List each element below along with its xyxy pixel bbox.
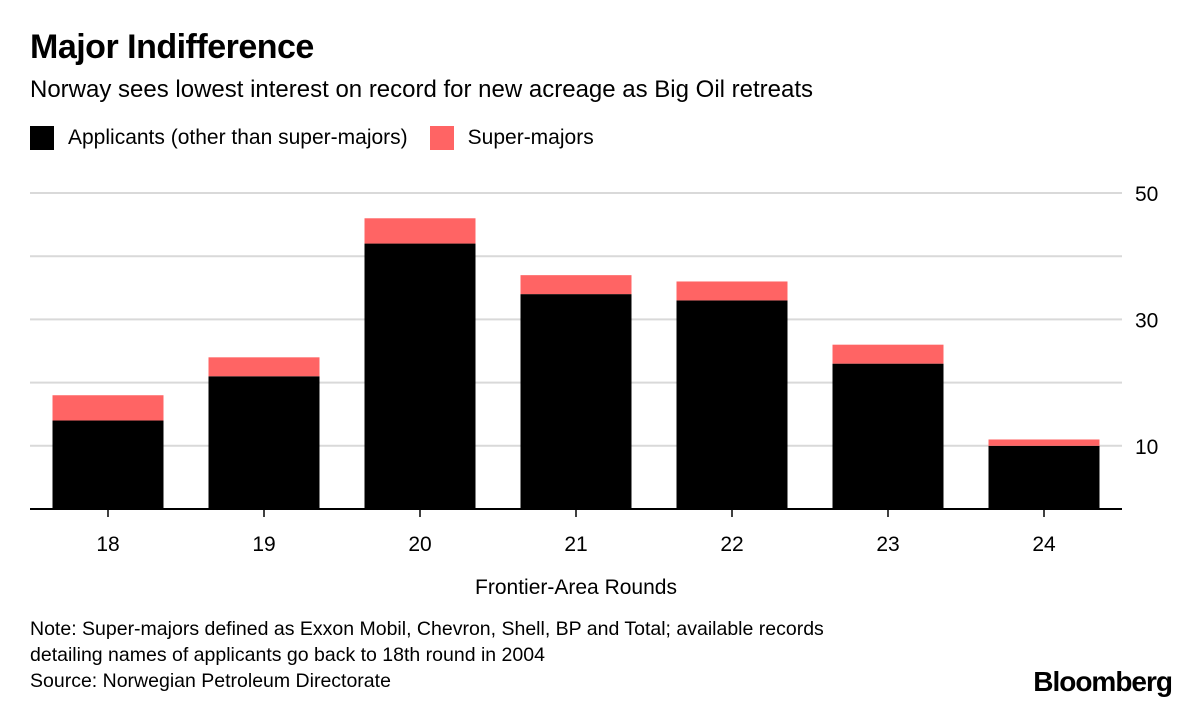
legend: Applicants (other than super-majors) Sup… [30, 126, 616, 150]
source-line: Source: Norwegian Petroleum Directorate [30, 670, 391, 692]
bar-applicants-20 [364, 243, 476, 509]
legend-label-super-majors: Super-majors [467, 126, 594, 149]
chart-subtitle: Norway sees lowest interest on record fo… [30, 76, 814, 103]
bar-applicants-18 [52, 420, 164, 509]
note-line-1: Note: Super-majors defined as Exxon Mobi… [30, 618, 824, 640]
bar-super-majors-21 [520, 275, 632, 295]
bar-applicants-21 [520, 294, 632, 509]
bloomberg-logo: Bloomberg [1033, 666, 1173, 697]
legend-swatch-applicants [30, 126, 54, 150]
note-line-2: detailing names of applicants go back to… [30, 644, 545, 666]
y-tick-label-10: 10 [1135, 436, 1158, 459]
bar-super-majors-19 [208, 357, 320, 377]
bar-applicants-19 [208, 376, 320, 509]
bar-super-majors-24 [988, 439, 1100, 446]
y-tick-label-50: 50 [1135, 183, 1158, 206]
x-tick-label-18: 18 [96, 533, 119, 556]
bar-applicants-24 [988, 445, 1100, 509]
bar-super-majors-22 [676, 281, 788, 301]
x-axis-label: Frontier-Area Rounds [475, 576, 677, 599]
chart-title: Major Indifference [30, 28, 314, 66]
bar-super-majors-18 [52, 395, 164, 421]
x-tick-label-23: 23 [876, 533, 899, 556]
bar-applicants-23 [832, 363, 944, 509]
bar-applicants-22 [676, 300, 788, 509]
y-tick-label-30: 30 [1135, 309, 1158, 332]
bar-super-majors-23 [832, 344, 944, 364]
legend-item-super-majors: Super-majors [429, 126, 594, 150]
x-tick-label-22: 22 [720, 533, 743, 556]
x-tick-label-24: 24 [1032, 533, 1056, 556]
x-tick-label-21: 21 [564, 533, 587, 556]
chart-notes: Note: Super-majors defined as Exxon Mobi… [30, 616, 824, 694]
bar-super-majors-20 [364, 218, 476, 244]
x-tick-label-19: 19 [252, 533, 275, 556]
legend-label-applicants: Applicants (other than super-majors) [68, 126, 408, 149]
bar-chart: 10 30 50 18 19 20 21 22 23 24 Frontier-Area Rounds [30, 183, 1158, 599]
legend-swatch-super-majors [429, 126, 454, 150]
legend-item-applicants: Applicants (other than super-majors) [30, 126, 408, 150]
x-tick-label-20: 20 [408, 533, 431, 556]
